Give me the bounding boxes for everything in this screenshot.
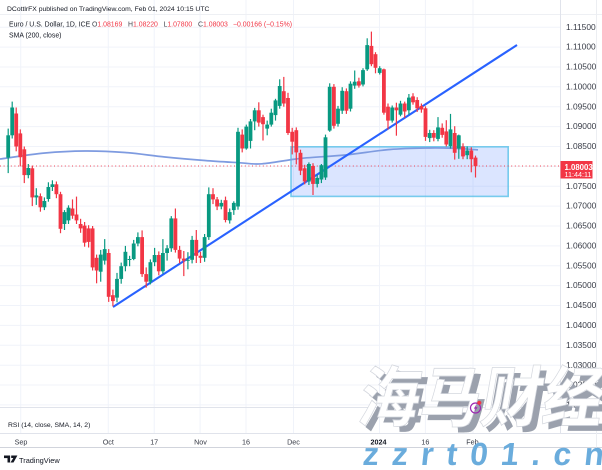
svg-text:1.08500: 1.08500 — [566, 141, 597, 151]
svg-text:1.04500: 1.04500 — [566, 300, 597, 310]
svg-text:1.05500: 1.05500 — [566, 260, 597, 270]
svg-text:1.10000: 1.10000 — [566, 81, 597, 91]
svg-text:RSI (14, close, SMA, 14, 2): RSI (14, close, SMA, 14, 2) — [8, 422, 90, 429]
svg-text:1.10500: 1.10500 — [566, 62, 597, 72]
svg-text:1.07500: 1.07500 — [566, 181, 597, 191]
svg-text:Feb: Feb — [466, 438, 478, 447]
svg-text:Nov: Nov — [194, 438, 207, 447]
svg-text:DCottlrFX published on Trading: DCottlrFX published on TradingView.com, … — [7, 6, 209, 13]
svg-text:1.09000: 1.09000 — [566, 121, 597, 131]
svg-text:TradingView: TradingView — [19, 456, 60, 465]
svg-text:2024: 2024 — [371, 438, 387, 447]
svg-text:1.11500: 1.11500 — [566, 22, 596, 32]
svg-text:1.11000: 1.11000 — [566, 42, 596, 52]
svg-text:Oct: Oct — [103, 438, 114, 447]
svg-text:1.03500: 1.03500 — [566, 340, 597, 350]
svg-text:1.08003: 1.08003 — [565, 163, 594, 172]
svg-text:1.06000: 1.06000 — [566, 241, 597, 251]
svg-text:Dec: Dec — [287, 438, 300, 447]
svg-text:1.06500: 1.06500 — [566, 221, 597, 231]
svg-text:16: 16 — [242, 438, 250, 447]
svg-text:11:44:11: 11:44:11 — [565, 170, 592, 179]
svg-text:1.09500: 1.09500 — [566, 101, 597, 111]
svg-text:Euro / U.S. Dollar, 1D, ICE: Euro / U.S. Dollar, 1D, ICE — [9, 22, 91, 29]
svg-text:Sep: Sep — [15, 438, 28, 447]
svg-text:zzrt01.cn: zzrt01.cn — [361, 436, 602, 470]
svg-text:16: 16 — [421, 438, 429, 447]
svg-text:17: 17 — [150, 438, 158, 447]
svg-text:1.05000: 1.05000 — [566, 280, 597, 290]
svg-text:1.04000: 1.04000 — [566, 320, 597, 330]
svg-text:1.03000: 1.03000 — [566, 360, 597, 370]
svg-text:SMA (200, close): SMA (200, close) — [9, 33, 61, 40]
svg-text:1.07000: 1.07000 — [566, 201, 597, 211]
